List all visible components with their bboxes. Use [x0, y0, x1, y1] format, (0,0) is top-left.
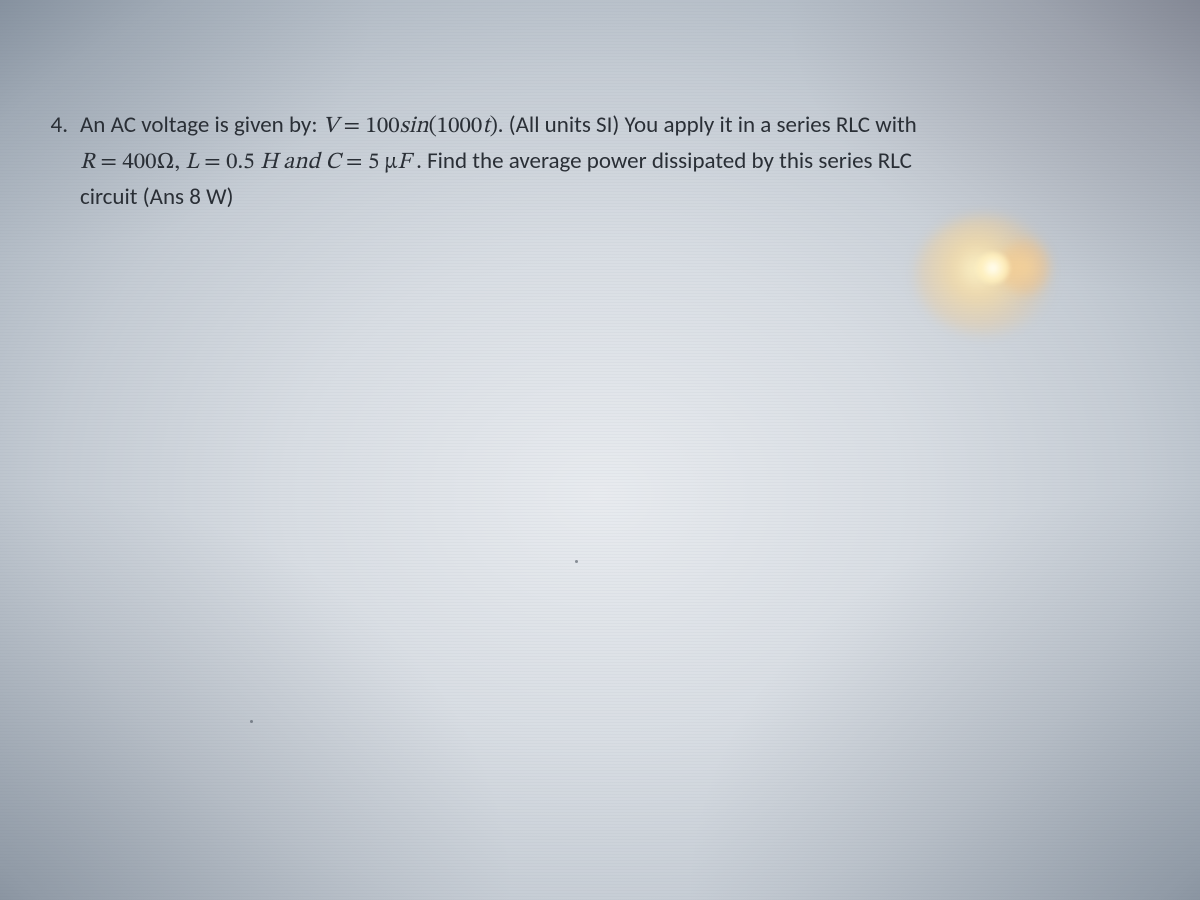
arg-close: ).: [490, 115, 504, 138]
var-L: L: [185, 151, 198, 174]
var-t: t: [482, 115, 489, 138]
text-tail: . Find the average power dissipated by t…: [416, 147, 912, 175]
eq-sign-1: =: [344, 115, 366, 138]
eq-sign-4: =: [346, 151, 368, 174]
camera-flash-core: [976, 252, 1010, 284]
question-line-2: R = 400Ω, L = 0.5 H and C = 5 μF . Find …: [80, 144, 1192, 180]
question-block: 4. An AC voltage is given by: V = 100sin…: [20, 108, 1200, 214]
val-5mu: 5 μ: [368, 151, 398, 174]
eq-sign-2: =: [100, 151, 122, 174]
unit-F: F: [397, 151, 411, 174]
func-sin: sin: [400, 115, 429, 138]
dust-speck: [250, 720, 253, 723]
eq-sign-3: =: [204, 151, 226, 174]
question-number: 4.: [20, 108, 80, 142]
vignette-bottom-right: [680, 480, 1200, 900]
vignette-bottom-left: [0, 480, 520, 900]
question-line-3: circuit (Ans 8 W): [80, 180, 1192, 214]
val-0p5: 0.5: [226, 151, 260, 174]
arg-open: (1000: [429, 115, 483, 138]
camera-flash-side: [1000, 238, 1050, 296]
text-prefix: An AC voltage is given by:: [80, 111, 323, 139]
question-line-1: An AC voltage is given by: V = 100sin(10…: [80, 108, 1192, 144]
camera-flash-halo: [915, 215, 1055, 335]
text-mid: (All units SI) You apply it in a series …: [509, 111, 917, 139]
coef-100: 100: [366, 115, 400, 138]
val-400ohm: 400Ω,: [122, 151, 185, 174]
var-R: R: [80, 151, 95, 174]
unit-H-and-C: H and C: [260, 151, 341, 174]
var-V: V: [323, 115, 339, 138]
question-body: An AC voltage is given by: V = 100sin(10…: [80, 108, 1200, 214]
dust-speck: [575, 560, 578, 563]
